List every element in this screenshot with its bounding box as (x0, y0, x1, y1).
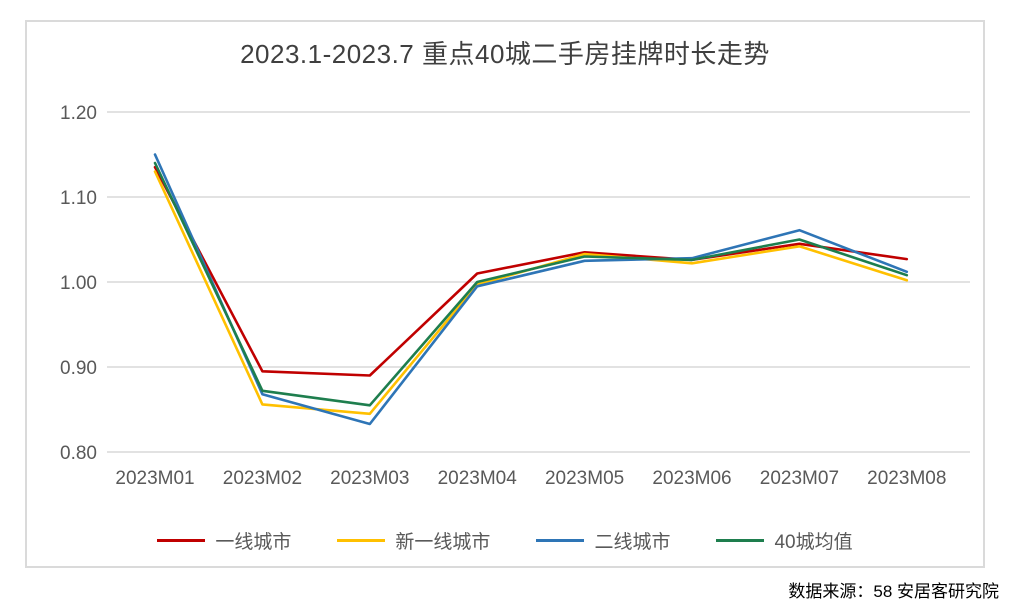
y-axis-tick-label: 1.10 (60, 188, 97, 209)
x-axis-tick-label: 2023M06 (652, 468, 731, 489)
legend-label: 40城均值 (774, 532, 853, 553)
legend-line-swatch (536, 539, 585, 542)
legend-line-swatch (716, 539, 765, 542)
legend-label: 一线城市 (215, 532, 292, 553)
line-chart-plot: 1.20 1.10 1.00 0.90 0.80 2023M01 2023M02 2023M0… (60, 103, 970, 489)
x-axis-tick-label: 2023M04 (438, 468, 518, 489)
x-axis-tick-label: 2023M02 (223, 468, 302, 489)
y-axis-tick-label: 1.00 (60, 273, 97, 294)
legend-item: 一线城市 (157, 527, 291, 554)
legend-line-swatch (157, 539, 206, 542)
chart-title: 2023.1-2023.7 重点40城二手房挂牌时长走势 (240, 39, 770, 69)
legend-label: 新一线城市 (395, 532, 491, 553)
series-line-新一线城市 (153, 170, 909, 416)
x-axis-tick-label: 2023M03 (330, 468, 409, 489)
chart-legend: 一线城市 新一线城市 二线城市 40城均值 (27, 527, 983, 554)
legend-item: 新一线城市 (337, 527, 490, 554)
series-line-二线城市 (153, 153, 909, 426)
x-axis-tick-label: 2023M07 (760, 468, 839, 489)
x-axis-tick-label: 2023M08 (867, 468, 946, 489)
y-axis-tick-label: 1.20 (60, 103, 97, 124)
legend-label: 二线城市 (594, 532, 671, 553)
legend-line-swatch (337, 539, 386, 542)
y-axis-tick-label: 0.80 (60, 443, 97, 464)
legend-item: 40城均值 (716, 527, 853, 554)
chart-frame: 1.20 1.10 1.00 0.90 0.80 2023M01 2023M02 2023M0… (25, 20, 985, 568)
y-axis-tick-label: 0.90 (60, 358, 97, 379)
x-axis-tick-label: 2023M05 (545, 468, 624, 489)
data-source-note: 数据来源：58 安居客研究院 (788, 582, 999, 601)
series-line-一线城市 (153, 165, 909, 377)
x-axis-tick-label: 2023M01 (115, 468, 194, 489)
legend-item: 二线城市 (536, 527, 670, 554)
series-line-40城均值 (153, 161, 909, 407)
